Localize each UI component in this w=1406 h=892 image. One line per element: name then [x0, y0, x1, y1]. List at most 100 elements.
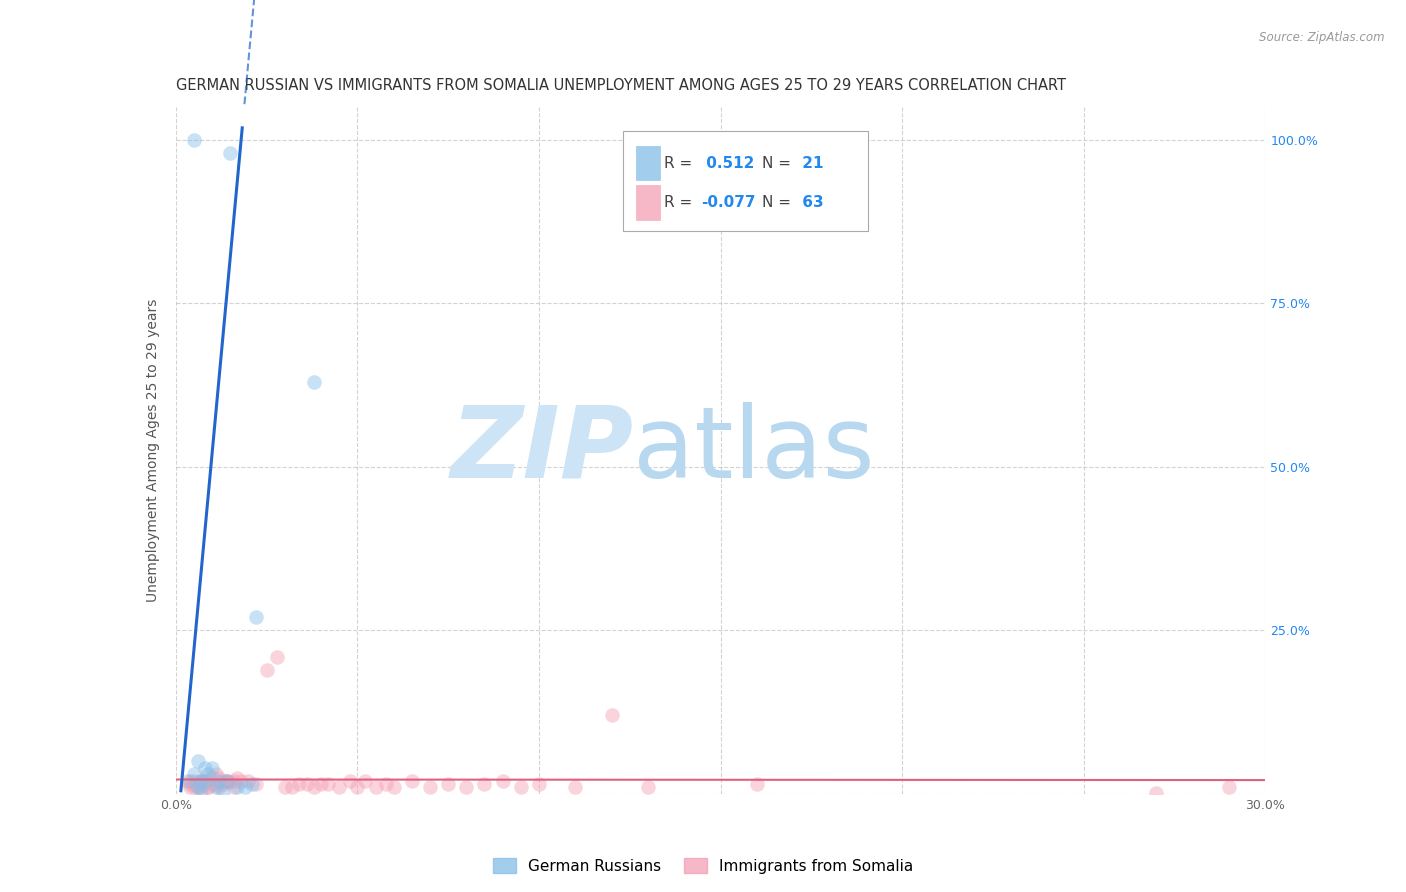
Point: [288, 777, 311, 791]
Point: [215, 773, 238, 788]
Point: [222, 773, 245, 788]
Point: [186, 777, 209, 791]
Point: [179, 777, 201, 791]
Point: [302, 375, 325, 389]
FancyBboxPatch shape: [623, 131, 868, 231]
Point: [492, 773, 515, 788]
Point: [339, 773, 361, 788]
Point: [1146, 786, 1168, 800]
Point: [183, 767, 205, 781]
Point: [437, 777, 460, 791]
Point: [183, 133, 205, 147]
Point: [266, 649, 288, 664]
Point: [197, 767, 219, 781]
Point: [295, 777, 318, 791]
Point: [183, 777, 205, 791]
FancyBboxPatch shape: [636, 145, 659, 180]
Point: [212, 773, 235, 788]
Text: atlas: atlas: [633, 402, 875, 499]
Point: [419, 780, 441, 795]
Point: [564, 780, 586, 795]
Point: [194, 761, 217, 775]
Point: [197, 780, 219, 795]
Point: [212, 783, 235, 797]
Point: [186, 754, 209, 768]
Point: [212, 777, 235, 791]
Point: [215, 773, 238, 788]
Point: [274, 780, 297, 795]
Point: [328, 780, 350, 795]
Text: GERMAN RUSSIAN VS IMMIGRANTS FROM SOMALIA UNEMPLOYMENT AMONG AGES 25 TO 29 YEARS: GERMAN RUSSIAN VS IMMIGRANTS FROM SOMALI…: [176, 78, 1066, 94]
Point: [204, 767, 226, 781]
Point: [302, 780, 325, 795]
Point: [208, 773, 231, 788]
Point: [186, 780, 209, 795]
Point: [245, 777, 267, 791]
Point: [215, 773, 238, 788]
Text: 63: 63: [797, 195, 824, 210]
Point: [190, 783, 212, 797]
Point: [201, 761, 224, 775]
Point: [233, 780, 256, 795]
Point: [256, 663, 278, 677]
Point: [238, 773, 260, 788]
Point: [197, 780, 219, 795]
Point: [201, 771, 224, 785]
Point: [456, 780, 478, 795]
Point: [208, 780, 231, 795]
Point: [222, 780, 245, 795]
Point: [219, 775, 242, 789]
Point: [194, 773, 217, 788]
Point: [346, 780, 368, 795]
Point: [309, 777, 332, 791]
Point: [183, 773, 205, 788]
Point: [509, 780, 531, 795]
Point: [745, 777, 768, 791]
Text: R =: R =: [664, 195, 692, 210]
Point: [382, 780, 405, 795]
Point: [190, 773, 212, 788]
Point: [219, 145, 242, 160]
Text: Source: ZipAtlas.com: Source: ZipAtlas.com: [1260, 31, 1385, 45]
Point: [318, 777, 340, 791]
Point: [183, 780, 205, 795]
Point: [194, 773, 217, 788]
Point: [186, 780, 209, 795]
FancyBboxPatch shape: [636, 186, 659, 219]
Point: [637, 780, 659, 795]
Point: [176, 773, 198, 788]
Point: [226, 780, 249, 795]
Text: N =: N =: [762, 195, 792, 210]
Point: [197, 773, 219, 788]
Y-axis label: Unemployment Among Ages 25 to 29 years: Unemployment Among Ages 25 to 29 years: [146, 299, 160, 602]
Text: ZIP: ZIP: [450, 402, 633, 499]
Text: N =: N =: [762, 156, 792, 171]
Text: 21: 21: [797, 156, 824, 171]
Point: [1218, 780, 1240, 795]
Legend: German Russians, Immigrants from Somalia: German Russians, Immigrants from Somalia: [486, 852, 920, 880]
Point: [353, 773, 375, 788]
Point: [240, 777, 263, 791]
Point: [204, 780, 226, 795]
Point: [201, 777, 224, 791]
Point: [231, 773, 253, 788]
Point: [208, 771, 231, 785]
Point: [190, 780, 212, 795]
Point: [245, 610, 267, 624]
Point: [375, 777, 398, 791]
Point: [401, 773, 423, 788]
Point: [226, 771, 249, 785]
Point: [527, 777, 550, 791]
Point: [179, 773, 201, 788]
Point: [474, 777, 496, 791]
Point: [204, 777, 226, 791]
Point: [364, 780, 387, 795]
Point: [179, 780, 201, 795]
Point: [600, 708, 623, 723]
Point: [190, 773, 212, 788]
Text: 0.512: 0.512: [702, 156, 755, 171]
Text: -0.077: -0.077: [702, 195, 755, 210]
Point: [190, 773, 212, 788]
Point: [281, 780, 304, 795]
Text: R =: R =: [664, 156, 692, 171]
